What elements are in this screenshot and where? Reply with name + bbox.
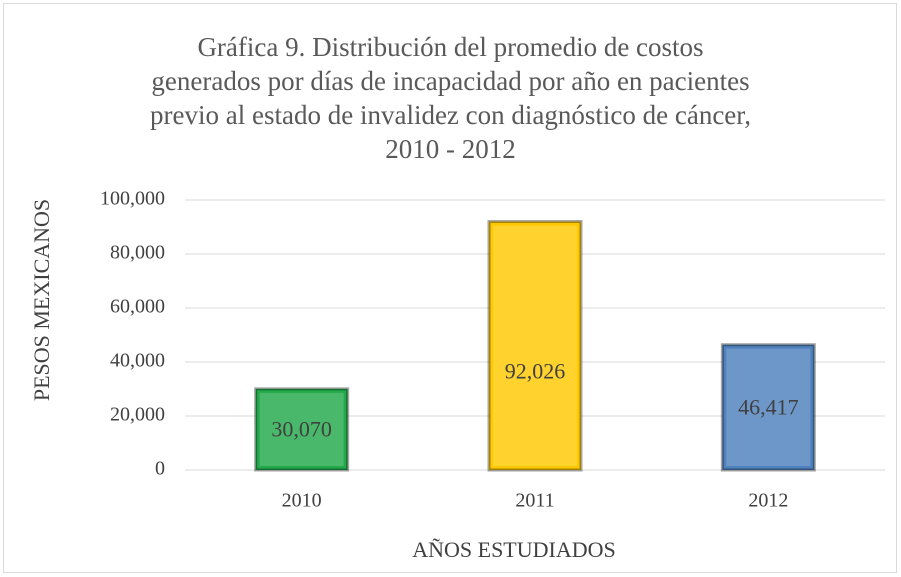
bar-highlight [259,392,344,466]
data-label: 30,070 [271,416,332,441]
x-tick-label: 2011 [515,490,554,512]
y-tick-label: 20,000 [110,404,165,426]
data-label: 92,026 [505,359,566,384]
bar [254,387,350,472]
y-tick-label: 40,000 [110,350,165,372]
y-tick-label: 0 [155,458,165,480]
x-tick-label: 2010 [282,490,322,512]
data-label: 46,417 [738,394,799,419]
bar [720,343,816,472]
y-tick-label: 60,000 [110,296,165,318]
bar-highlight [726,348,811,466]
x-axis-label: AÑOS ESTUDIADOS [412,537,616,562]
y-tick-label: 80,000 [110,242,165,264]
x-tick-label: 2012 [748,490,788,512]
bar-highlight [493,225,577,466]
y-axis-label: PESOS MEXICANOS [29,199,54,401]
y-tick-label: 100,000 [100,188,165,210]
chart-title: Gráfica 9. Distribución del promedio de … [150,32,751,164]
chart-border [3,3,897,573]
bar [487,220,583,472]
